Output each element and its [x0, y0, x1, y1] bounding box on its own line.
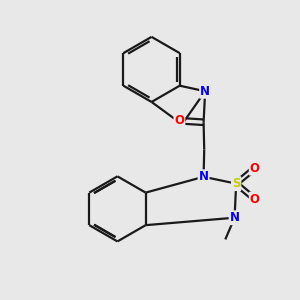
Text: N: N	[199, 170, 208, 183]
Text: O: O	[174, 114, 184, 127]
Text: N: N	[230, 211, 240, 224]
Text: S: S	[232, 177, 240, 190]
Text: O: O	[250, 193, 260, 206]
Text: N: N	[200, 85, 210, 98]
Text: O: O	[250, 162, 260, 175]
